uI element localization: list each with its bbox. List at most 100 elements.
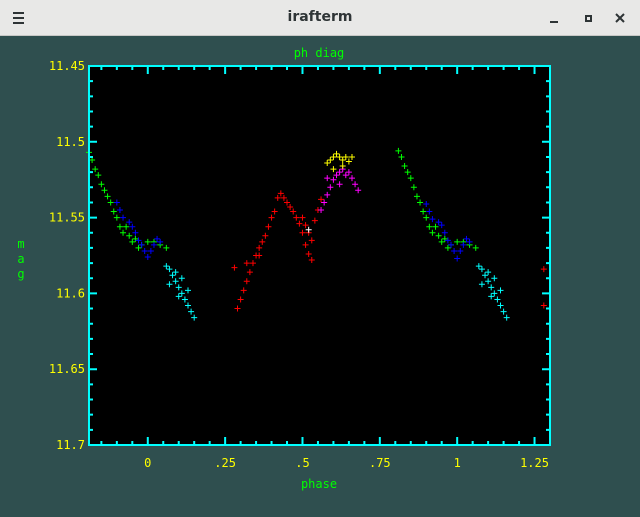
data-point xyxy=(342,153,349,160)
data-point xyxy=(432,223,439,230)
data-point xyxy=(336,169,343,176)
y-tick-label: 11.55 xyxy=(49,211,85,225)
hamburger-menu-icon[interactable] xyxy=(8,8,28,28)
maximize-icon[interactable] xyxy=(578,8,598,28)
data-point xyxy=(191,314,198,321)
data-point xyxy=(262,232,269,239)
data-point xyxy=(113,214,120,221)
data-point xyxy=(280,194,287,201)
data-point xyxy=(141,247,148,254)
y-tick-label: 11.5 xyxy=(56,135,85,149)
plot-background xyxy=(89,66,550,445)
data-point xyxy=(237,296,244,303)
data-point xyxy=(457,247,464,254)
data-point xyxy=(287,203,294,210)
x-tick-label: .25 xyxy=(214,456,236,470)
data-point xyxy=(423,214,430,221)
y-tick-label: 11.6 xyxy=(56,286,85,300)
data-point xyxy=(352,181,359,188)
data-point xyxy=(240,287,247,294)
data-point xyxy=(444,237,451,244)
data-point xyxy=(188,308,195,315)
data-point xyxy=(116,207,123,214)
title-bar: irafterm xyxy=(0,0,640,36)
data-point xyxy=(404,169,411,176)
data-point xyxy=(259,238,266,245)
data-point xyxy=(447,241,454,248)
data-point xyxy=(243,278,250,285)
data-point xyxy=(120,229,127,236)
data-point xyxy=(132,235,139,242)
data-point xyxy=(178,275,185,282)
data-point xyxy=(89,156,96,163)
minimize-icon[interactable] xyxy=(544,8,564,28)
data-point xyxy=(274,194,281,201)
data-point xyxy=(472,244,479,251)
data-point xyxy=(444,244,451,251)
data-point xyxy=(268,214,275,221)
data-point xyxy=(345,169,352,176)
data-point xyxy=(129,238,136,245)
data-point xyxy=(150,241,157,248)
data-point xyxy=(435,219,442,226)
data-point xyxy=(336,153,343,160)
close-icon[interactable] xyxy=(610,8,630,28)
data-point xyxy=(441,235,448,242)
data-point xyxy=(246,269,253,276)
data-point xyxy=(256,252,263,259)
data-point xyxy=(305,250,312,257)
data-point xyxy=(138,241,145,248)
data-point xyxy=(423,200,430,207)
data-point xyxy=(426,223,433,230)
data-point xyxy=(330,166,337,173)
data-point xyxy=(410,184,417,191)
chart-title: ph diag xyxy=(294,46,345,60)
data-point xyxy=(308,257,315,264)
data-point xyxy=(318,207,325,214)
data-point xyxy=(426,208,433,215)
data-point xyxy=(395,147,402,154)
data-point xyxy=(460,241,467,248)
y-tick-label: 11.7 xyxy=(56,438,85,452)
data-point xyxy=(163,244,170,251)
data-point xyxy=(497,302,504,309)
data-point xyxy=(336,181,343,188)
data-point xyxy=(407,175,414,182)
x-axis-title: phase xyxy=(301,477,337,491)
data-point xyxy=(311,217,318,224)
data-point xyxy=(441,229,448,236)
data-point xyxy=(466,238,473,245)
data-point xyxy=(348,153,355,160)
data-point xyxy=(454,238,461,245)
data-point xyxy=(333,172,340,179)
data-point xyxy=(478,281,485,288)
data-point xyxy=(256,244,263,251)
data-points xyxy=(86,147,547,321)
data-point xyxy=(126,219,133,226)
data-point xyxy=(482,272,489,279)
data-point xyxy=(333,150,340,157)
x-tick-label: 1.25 xyxy=(520,456,549,470)
data-point xyxy=(126,232,133,239)
data-point xyxy=(488,284,495,291)
x-tick-label: 0 xyxy=(144,456,151,470)
data-point xyxy=(110,208,117,215)
data-point xyxy=(318,196,325,203)
data-point xyxy=(175,293,182,300)
x-tick-label: 1 xyxy=(454,456,461,470)
data-point xyxy=(497,287,504,294)
data-point xyxy=(401,163,408,170)
data-point xyxy=(144,238,151,245)
data-point xyxy=(330,176,337,183)
data-point xyxy=(302,241,309,248)
x-tick-label: .75 xyxy=(369,456,391,470)
data-point xyxy=(234,305,241,312)
data-point xyxy=(413,193,420,200)
data-point xyxy=(147,247,154,254)
data-point xyxy=(132,229,139,236)
data-point xyxy=(327,184,334,191)
data-point xyxy=(503,314,510,321)
data-point xyxy=(129,223,136,230)
data-point xyxy=(355,187,362,194)
data-point xyxy=(324,175,331,182)
